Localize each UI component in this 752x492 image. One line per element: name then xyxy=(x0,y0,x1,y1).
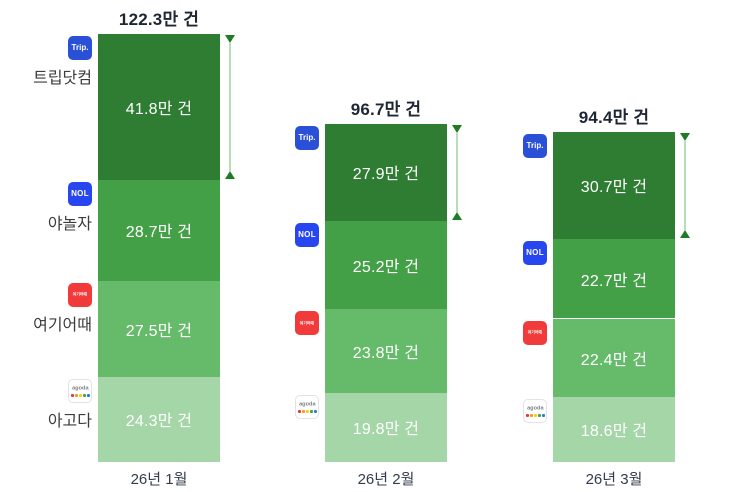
agoda-logo-text: agoda xyxy=(298,401,316,407)
app-name-label: 트립닷컴 xyxy=(33,69,92,87)
nol-logo-icon: NOL xyxy=(295,223,319,248)
trip-logo-text: Trip. xyxy=(298,132,316,142)
arrow-up-icon xyxy=(452,212,462,221)
arrow-down-icon xyxy=(452,124,462,133)
trip-logo-text: Trip. xyxy=(71,42,89,52)
segment-value-label: 24.3만 건 xyxy=(125,413,193,431)
segment-value-label: 41.8만 건 xyxy=(125,101,193,119)
arrow-down-icon xyxy=(680,132,690,141)
nol-logo-text: NOL xyxy=(71,189,89,199)
bar-segment-nol: 28.7만 건 xyxy=(98,180,220,281)
bar-segment-yeogi: 22.4만 건 xyxy=(553,318,675,397)
bar-segment-agoda: 18.6만 건 xyxy=(553,396,675,462)
yeogi-logo-text: 여기어때 xyxy=(72,292,88,297)
arrow-up-icon xyxy=(680,230,690,239)
bar-total-label: 122.3만 건 xyxy=(118,9,200,29)
bar-segment-nol: 22.7만 건 xyxy=(553,239,675,319)
bar-segment-trip: 27.9만 건 xyxy=(325,123,447,222)
segment-value-label: 27.5만 건 xyxy=(125,322,193,340)
agoda-logo-icon: agoda xyxy=(295,394,319,419)
segment-value-label: 19.8만 건 xyxy=(352,421,420,439)
segment-range-arrow xyxy=(224,34,236,180)
arrow-line xyxy=(229,42,231,172)
agoda-logo-icon: agoda xyxy=(523,398,547,423)
yeogi-logo-icon: 여기어때 xyxy=(68,282,92,307)
x-axis-label: 26년 1월 xyxy=(130,471,188,488)
agoda-dots-icon xyxy=(297,409,317,413)
bar-segment-trip: 41.8만 건 xyxy=(98,33,220,181)
segment-range-arrow xyxy=(451,124,463,221)
agoda-logo-text: agoda xyxy=(526,405,544,412)
trip-logo-text: Trip. xyxy=(526,140,544,150)
arrow-line xyxy=(684,140,686,231)
app-name-label: 여기어때 xyxy=(33,316,92,334)
segment-value-label: 23.8만 건 xyxy=(352,345,420,363)
app-name-label: 아고다 xyxy=(47,412,92,430)
arrow-up-icon xyxy=(225,171,235,180)
yeogi-logo-text: 여기어때 xyxy=(299,321,315,326)
segment-value-label: 30.7만 건 xyxy=(580,179,648,197)
nol-logo-text: NOL xyxy=(526,248,544,258)
segment-value-label: 22.4만 건 xyxy=(580,351,648,369)
segment-value-label: 18.6만 건 xyxy=(580,423,648,441)
bar-segment-yeogi: 23.8만 건 xyxy=(325,309,447,393)
yeogi-logo-icon: 여기어때 xyxy=(523,320,547,345)
nol-logo-icon: NOL xyxy=(68,182,92,207)
bar-total-label: 96.7만 건 xyxy=(350,99,422,119)
agoda-dots-icon xyxy=(70,393,90,397)
bar-segment-agoda: 24.3만 건 xyxy=(98,376,220,462)
x-axis-label: 26년 3월 xyxy=(585,471,643,488)
segment-value-label: 25.2만 건 xyxy=(352,259,420,277)
bar-segment-nol: 25.2만 건 xyxy=(325,221,447,310)
segment-range-arrow xyxy=(679,132,691,239)
agoda-logo-icon: agoda xyxy=(68,378,92,403)
nol-logo-text: NOL xyxy=(298,230,316,240)
arrow-down-icon xyxy=(225,34,235,43)
bar-segment-yeogi: 27.5만 건 xyxy=(98,280,220,377)
trip-logo-icon: Trip. xyxy=(68,35,92,60)
nol-logo-icon: NOL xyxy=(523,241,547,266)
segment-value-label: 28.7만 건 xyxy=(125,224,193,242)
agoda-logo-text: agoda xyxy=(71,385,89,392)
trip-logo-icon: Trip. xyxy=(523,133,547,158)
yeogi-logo-text: 여기어때 xyxy=(527,330,543,335)
agoda-dots-icon xyxy=(525,413,545,417)
segment-value-label: 27.9만 건 xyxy=(352,166,420,184)
bar-segment-trip: 30.7만 건 xyxy=(553,131,675,240)
trip-logo-icon: Trip. xyxy=(295,125,319,150)
segment-value-label: 22.7만 건 xyxy=(580,272,648,290)
yeogi-logo-icon: 여기어때 xyxy=(295,311,319,336)
app-name-label: 야놀자 xyxy=(47,216,92,234)
arrow-line xyxy=(456,132,458,213)
bar-total-label: 94.4만 건 xyxy=(578,107,650,127)
bar-segment-agoda: 19.8만 건 xyxy=(325,392,447,462)
x-axis-label: 26년 2월 xyxy=(357,471,415,488)
